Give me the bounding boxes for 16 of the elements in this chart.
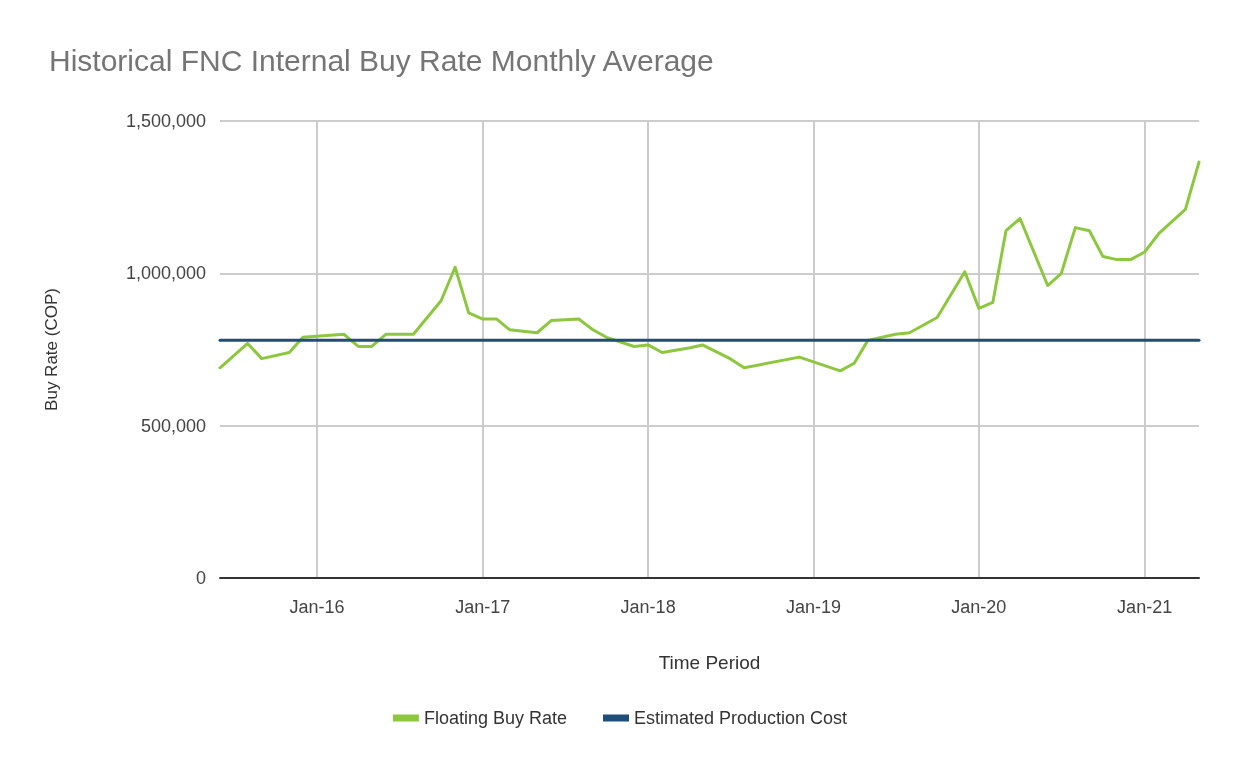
y-tick-label: 0 (195, 568, 206, 588)
x-tick-label: Jan-17 (455, 597, 511, 617)
x-tick-label: Jan-16 (289, 597, 345, 617)
legend-label: Estimated Production Cost (633, 708, 848, 728)
x-axis-title: Time Period (658, 652, 761, 673)
chart-title: Historical FNC Internal Buy Rate Monthly Average (49, 43, 714, 77)
y-tick-label: 500,000 (140, 415, 206, 436)
y-tick-label: 1,500,000 (125, 111, 206, 131)
x-tick-label: Jan-19 (785, 597, 841, 617)
line-series (218, 160, 1201, 373)
y-tick-label: 1,000,000 (125, 263, 206, 284)
x-tick-label: Jan-20 (951, 597, 1007, 617)
x-tick-label: Jan-21 (1117, 597, 1173, 617)
x-tick-label: Jan-18 (620, 597, 676, 617)
legend-label: Floating Buy Rate (423, 708, 567, 728)
y-axis-title: Buy Rate (COP) (42, 288, 61, 411)
